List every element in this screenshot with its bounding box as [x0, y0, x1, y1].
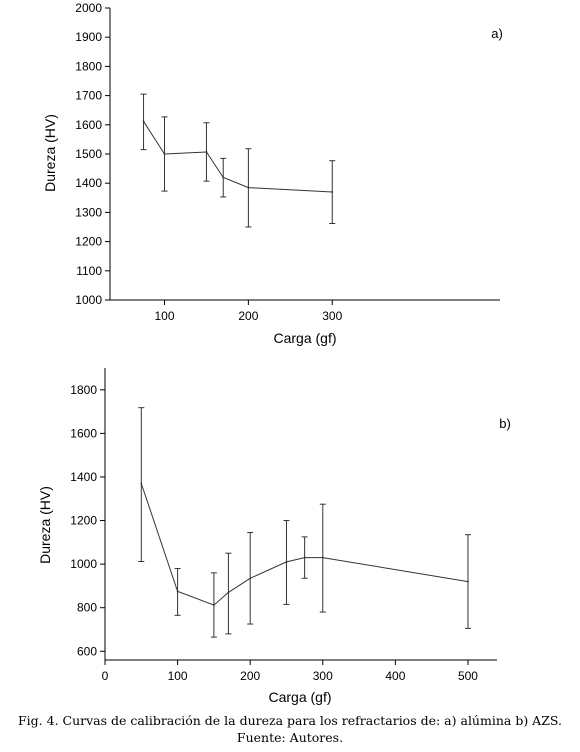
data-point: [249, 577, 252, 580]
y-axis-label: Dureza (HV): [42, 114, 58, 192]
x-tick-label: 300: [313, 669, 333, 683]
x-tick-label: 400: [385, 669, 405, 683]
x-tick-label: 200: [238, 309, 258, 323]
data-point: [321, 556, 324, 559]
data-point: [205, 151, 208, 153]
x-tick-label: 0: [102, 669, 109, 683]
data-point: [303, 556, 306, 559]
x-axis-label: Carga (gf): [268, 689, 331, 705]
x-tick-label: 100: [155, 309, 175, 323]
caption-line-1: Fig. 4. Curvas de calibración de la dure…: [18, 713, 562, 728]
y-tick-label: 1500: [75, 147, 102, 161]
data-point: [142, 120, 145, 123]
y-tick-label: 1800: [75, 59, 102, 73]
x-tick-label: 100: [168, 669, 188, 683]
data-point: [331, 191, 334, 193]
y-tick-label: 1000: [70, 557, 97, 571]
data-point: [285, 561, 288, 563]
chart-a: 1000 1100 1200 1300 1400 1500 1600 1700 1800 1900…: [42, 1, 503, 346]
y-tick-label: 600: [77, 644, 97, 658]
figure-caption: Fig. 4. Curvas de calibración de la dure…: [0, 712, 580, 746]
y-tick-label: 800: [77, 601, 97, 615]
series-line: [143, 121, 333, 193]
data-point: [176, 590, 179, 593]
data-point: [222, 176, 225, 179]
y-tick-label: 1600: [70, 426, 97, 440]
y-tick-label: 2000: [75, 1, 102, 15]
data-point: [247, 186, 250, 189]
y-tick-label: 1100: [76, 264, 102, 278]
data-point: [467, 580, 469, 583]
y-tick-label: 1200: [75, 235, 102, 249]
caption-line-2: Fuente: Autores.: [236, 730, 344, 745]
x-tick-label: 300: [322, 309, 342, 323]
panel-label: b): [499, 416, 511, 431]
x-tick-label: 200: [240, 669, 260, 683]
data-point: [227, 591, 230, 594]
y-axis-label: Dureza (HV): [37, 486, 53, 564]
y-tick-label: 1600: [75, 118, 102, 132]
y-tick-label: 1800: [70, 383, 97, 397]
y-tick-label: 1200: [70, 514, 97, 528]
data-point: [212, 604, 215, 606]
y-tick-label: 1300: [75, 205, 102, 219]
data-point: [163, 153, 166, 155]
y-tick-label: 1000: [75, 293, 102, 307]
y-tick-label: 1900: [75, 30, 102, 44]
y-tick-label: 1400: [75, 176, 102, 190]
x-axis-label: Carga (gf): [273, 330, 336, 346]
y-tick-label: 1400: [70, 470, 97, 484]
x-tick-label: 500: [458, 669, 478, 683]
data-point: [140, 482, 143, 485]
y-tick-label: 1700: [75, 89, 102, 103]
panel-label: a): [491, 26, 503, 41]
chart-b: 600 800 1000 1200 1400 1600 1800 0 100 200 300 400 5…: [37, 368, 511, 705]
